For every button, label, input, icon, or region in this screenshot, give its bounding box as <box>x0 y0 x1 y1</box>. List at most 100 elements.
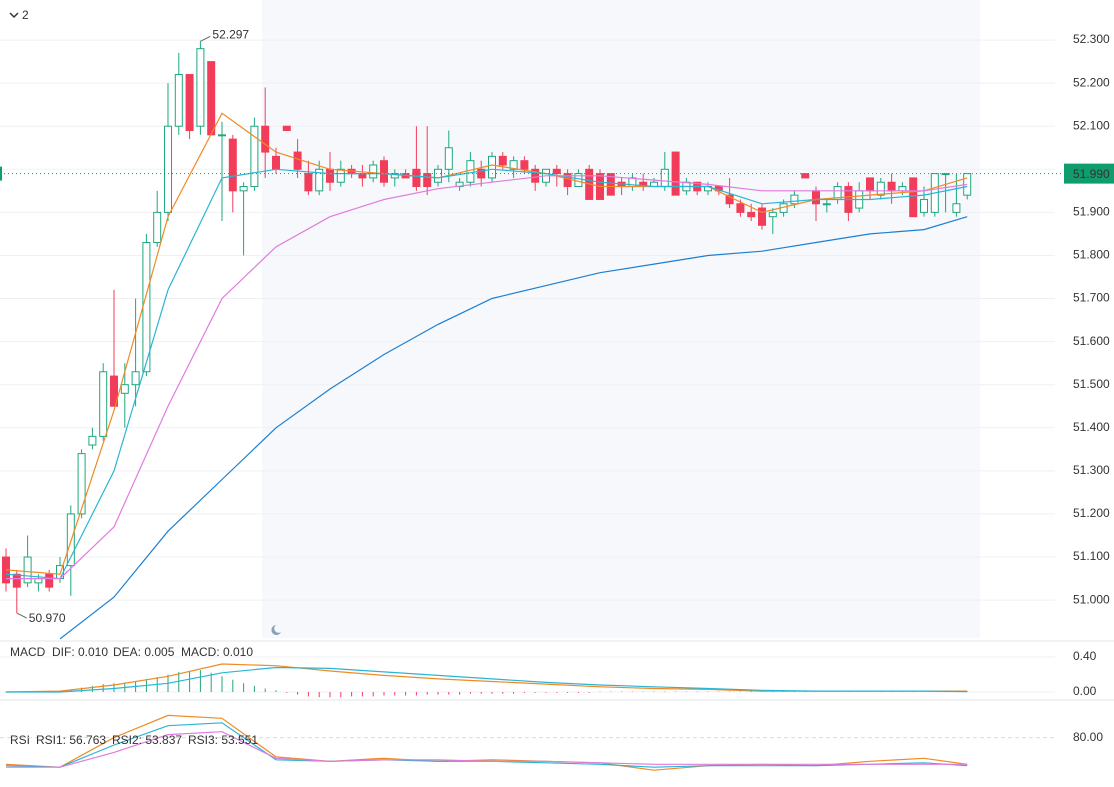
candle-body <box>77 453 86 515</box>
candle-body <box>952 203 961 213</box>
candle-body <box>909 177 918 218</box>
candle-body <box>336 168 345 183</box>
candle-body <box>671 151 680 196</box>
candle-body <box>185 74 194 132</box>
candle-body <box>822 203 831 206</box>
y-tick-label: 0.40 <box>1073 649 1097 663</box>
y-tick-label: 51.300 <box>1073 463 1110 477</box>
candle-body <box>315 168 324 192</box>
y-tick-label: 52.100 <box>1073 118 1110 132</box>
legend-entry: RSI2: 53.837 <box>112 733 182 747</box>
candle-body <box>768 211 777 218</box>
y-tick-label: 0.00 <box>1073 684 1097 698</box>
session-shade <box>262 0 980 638</box>
night-icon <box>271 625 281 635</box>
candle-body <box>660 168 669 188</box>
candle-body <box>174 74 183 127</box>
last-price-marker <box>0 166 2 181</box>
candle-body <box>164 125 172 213</box>
candle-body <box>520 160 529 170</box>
candle-body <box>218 134 226 137</box>
candle-body <box>326 168 334 183</box>
candle-body <box>434 168 442 183</box>
indicator-line <box>6 666 968 693</box>
candle-body <box>369 164 378 179</box>
indicator-line <box>5 168 968 580</box>
candle-body <box>282 125 291 132</box>
candle-body <box>876 181 885 196</box>
candle-body <box>920 198 928 213</box>
y-tick-label: 51.800 <box>1073 248 1110 262</box>
indicator-line <box>6 731 968 768</box>
candle-body <box>207 61 216 136</box>
indicator-line <box>59 216 968 640</box>
candle-body <box>358 173 367 179</box>
y-tick-label: 52.300 <box>1073 32 1110 46</box>
candle-body <box>736 203 745 213</box>
candle-body <box>12 573 21 588</box>
collapse-chevron[interactable] <box>9 12 19 19</box>
y-tick-label: 51.100 <box>1073 549 1110 563</box>
candle-body <box>531 168 540 183</box>
candle-body <box>898 186 907 192</box>
candle-body <box>196 48 205 127</box>
candle-body <box>812 190 820 205</box>
candle-body <box>866 177 874 192</box>
indicator-line <box>6 175 968 580</box>
candle-body <box>747 211 756 218</box>
y-tick-label: 51.900 <box>1073 205 1110 219</box>
min-pointer <box>16 612 28 619</box>
legend-entry: RSI1: 56.763 <box>36 733 106 747</box>
y-tick-label: 51.500 <box>1073 377 1110 391</box>
candle-body <box>444 147 453 170</box>
candle-body <box>272 155 280 170</box>
candle-body <box>23 556 32 584</box>
candle-body <box>801 173 810 179</box>
candle-body <box>887 181 896 192</box>
y-tick-label: 51.700 <box>1073 291 1110 305</box>
candle-body <box>412 168 421 188</box>
candle-body <box>380 160 388 183</box>
candle-body <box>45 573 54 588</box>
candle-body <box>606 173 615 196</box>
candle-body <box>758 207 766 226</box>
last-price-label: 51.990 <box>1073 167 1110 181</box>
candle-body <box>941 173 950 176</box>
y-tick-label: 51.200 <box>1073 506 1110 520</box>
candle-body <box>488 155 496 179</box>
y-tick-label: 52.200 <box>1073 75 1110 89</box>
legend-entry: DEA: 0.005 <box>113 645 175 659</box>
y-tick-label: 80.00 <box>1073 730 1103 744</box>
candle-body <box>99 371 108 437</box>
legend-entry: MACD: 0.010 <box>181 645 253 659</box>
rsi-title: RSI <box>10 733 30 747</box>
candle-body <box>466 160 475 183</box>
last-price-box <box>1064 163 1114 184</box>
candle-body <box>250 125 259 188</box>
candle-body <box>390 173 399 179</box>
y-tick-label: 51.000 <box>1073 592 1110 606</box>
candle-body <box>552 168 561 175</box>
macd-title: MACD <box>10 645 46 659</box>
candle-body <box>790 194 799 205</box>
candle-body <box>88 435 97 446</box>
candle-body <box>228 138 237 192</box>
candle-body <box>725 194 734 205</box>
candle-body <box>261 125 270 153</box>
toolbar-label[interactable]: 2 <box>22 8 29 22</box>
candle-body <box>131 371 140 386</box>
y-tick-label: 51.600 <box>1073 334 1110 348</box>
candle-body <box>509 160 518 170</box>
candle-body <box>498 155 507 166</box>
candle-body <box>239 186 248 192</box>
candle-body <box>304 173 313 192</box>
y-tick-label: 51.400 <box>1073 420 1110 434</box>
max-label: 52.297 <box>212 28 249 42</box>
legend-entry: DIF: 0.010 <box>52 645 108 659</box>
min-label: 50.970 <box>29 611 66 625</box>
max-pointer <box>200 35 211 42</box>
candle-body <box>423 173 432 188</box>
candle-body <box>120 384 129 394</box>
candle-body <box>293 151 302 170</box>
